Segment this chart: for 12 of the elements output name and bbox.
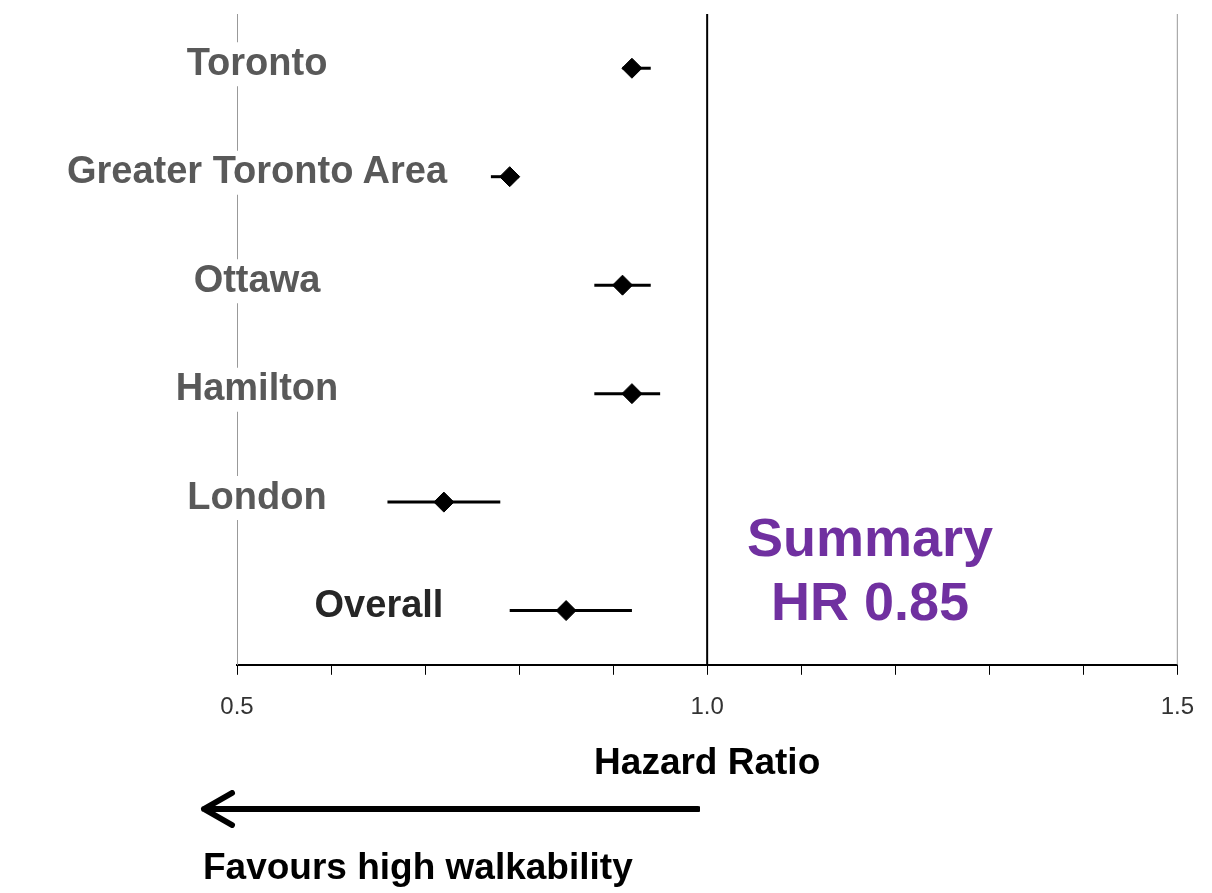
y-tick-label: Toronto [186,40,328,83]
text: Favours high walkability [203,846,633,888]
y-tick-label: Greater Toronto Area [66,149,448,192]
y-tick-label: Ottawa [193,257,322,300]
x-tick-label: 1.0 [690,691,724,719]
x-axis-title: Hazard Ratio [594,741,821,782]
y-tick-label: Hamilton [175,366,339,409]
y-tick-label: London [187,474,327,517]
annotation: Summary HR 0.85 [745,506,995,633]
x-tick-label: 0.5 [220,691,254,719]
y-tick-label: Overall [314,583,444,626]
x-tick-label: 1.5 [1160,691,1195,719]
